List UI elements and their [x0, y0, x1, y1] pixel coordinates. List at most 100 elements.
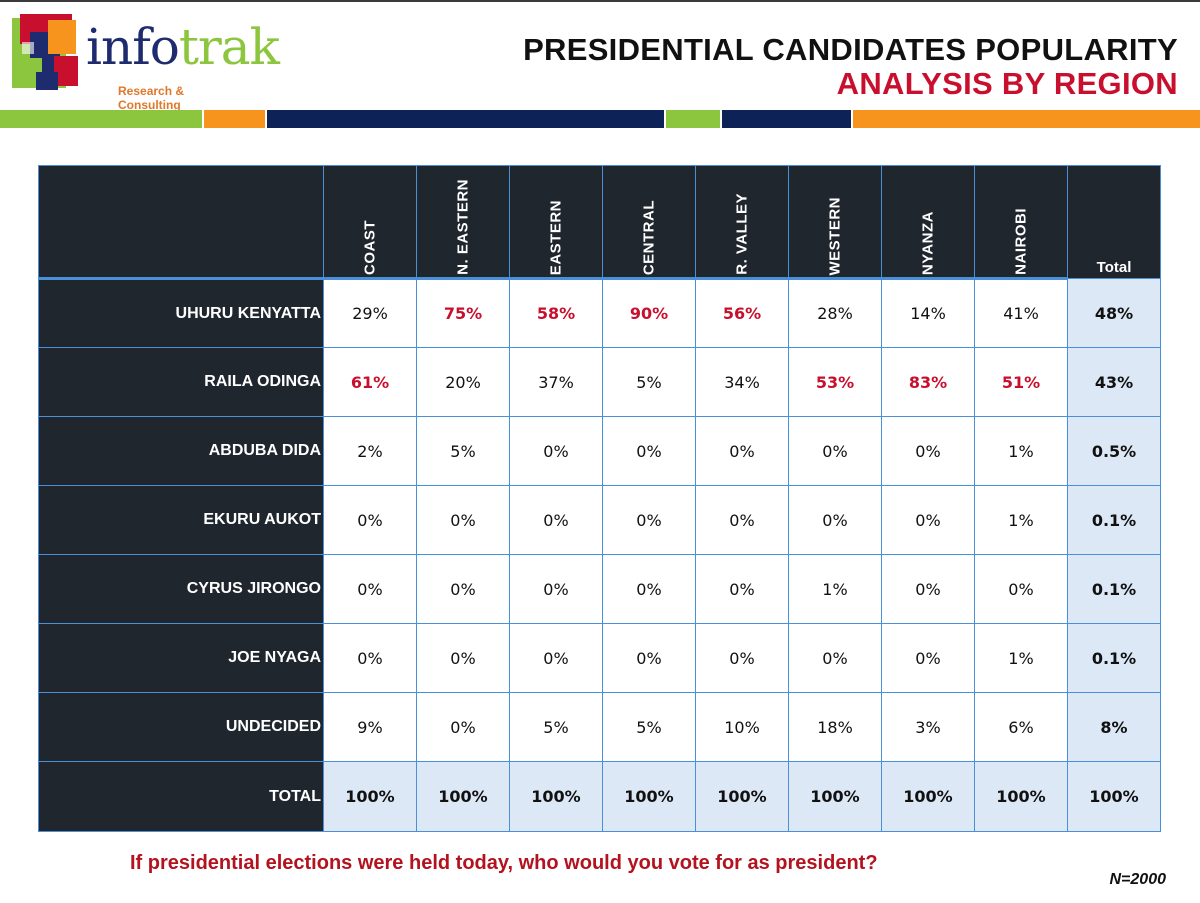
table-cell: 0%: [602, 623, 696, 693]
logo-cube-icon: [12, 14, 78, 90]
page-subtitle: ANALYSIS BY REGION: [836, 66, 1178, 101]
row-total-cell: 43%: [1067, 347, 1161, 417]
table-cell: 0%: [416, 554, 510, 624]
band-segment-navy: [267, 110, 664, 128]
table-cell: 0%: [509, 416, 603, 486]
table-cell: 0%: [974, 554, 1068, 624]
row-total-cell: 48%: [1067, 278, 1161, 348]
table-cell: 0%: [602, 416, 696, 486]
candidate-name: ABDUBA DIDA: [38, 416, 324, 486]
total-row-cell: 100%: [323, 761, 417, 832]
grand-total-cell: 100%: [1067, 761, 1161, 832]
table-cell: 0%: [509, 554, 603, 624]
region-header: CENTRAL: [602, 165, 696, 280]
region-header: EASTERN: [509, 165, 603, 280]
infotrak-logo: infotrak Research & Consulting: [6, 8, 280, 112]
candidate-name: EKURU AUKOT: [38, 485, 324, 555]
table-cell: 0%: [695, 554, 789, 624]
total-row-cell: 100%: [974, 761, 1068, 832]
table-row: EKURU AUKOT 0% 0% 0% 0% 0% 0% 0% 1% 0.1%: [38, 485, 1161, 555]
candidate-name: CYRUS JIRONGO: [38, 554, 324, 624]
table-cell: 1%: [788, 554, 882, 624]
table-cell: 9%: [323, 692, 417, 762]
table-cell: 53%: [788, 347, 882, 417]
table-cell: 18%: [788, 692, 882, 762]
table-cell: 0%: [509, 485, 603, 555]
table-cell: 1%: [974, 416, 1068, 486]
table-cell: 34%: [695, 347, 789, 417]
candidate-name: UNDECIDED: [38, 692, 324, 762]
table-cell: 1%: [974, 623, 1068, 693]
total-row-cell: 100%: [602, 761, 696, 832]
region-header: COAST: [323, 165, 417, 280]
table-row: UHURU KENYATTA 29% 75% 58% 90% 56% 28% 14% 41% 48…: [38, 278, 1161, 348]
region-header: N. EASTERN: [416, 165, 510, 280]
table-cell: 0%: [695, 623, 789, 693]
logo-tagline: Research & Consulting: [118, 84, 185, 112]
table-cell: 0%: [788, 485, 882, 555]
table-cell: 0%: [416, 623, 510, 693]
band-segment-navy: [722, 110, 851, 128]
band-segment-green: [0, 110, 202, 128]
table-row: UNDECIDED 9% 0% 5% 5% 10% 18% 3% 6% 8%: [38, 692, 1161, 762]
band-segment-orange: [853, 110, 1200, 128]
table-cell: 5%: [602, 692, 696, 762]
total-row-cell: 100%: [416, 761, 510, 832]
region-header-label: WESTERN: [826, 196, 844, 276]
table-cell: 0%: [416, 692, 510, 762]
table-cell: 5%: [602, 347, 696, 417]
table-row: JOE NYAGA 0% 0% 0% 0% 0% 0% 0% 1% 0.1%: [38, 623, 1161, 693]
table-cell: 1%: [974, 485, 1068, 555]
table-cell: 2%: [323, 416, 417, 486]
total-row-label: TOTAL: [38, 761, 324, 832]
total-row-cell: 100%: [881, 761, 975, 832]
region-header-label: COAST: [361, 220, 379, 275]
table-cell: 5%: [416, 416, 510, 486]
table-cell: 0%: [416, 485, 510, 555]
region-header-label: N. EASTERN: [454, 179, 472, 275]
table-cell: 0%: [788, 623, 882, 693]
table-cell: 0%: [695, 416, 789, 486]
row-total-cell: 0.1%: [1067, 623, 1161, 693]
table-cell: 0%: [881, 623, 975, 693]
table-cell: 14%: [881, 278, 975, 348]
table-cell: 0%: [881, 554, 975, 624]
table-cell: 56%: [695, 278, 789, 348]
total-row-cell: 100%: [509, 761, 603, 832]
table-corner: [38, 165, 324, 280]
region-header: NYANZA: [881, 165, 975, 280]
table-cell: 3%: [881, 692, 975, 762]
table-cell: 58%: [509, 278, 603, 348]
region-header: NAIROBI: [974, 165, 1068, 280]
band-segment-orange: [204, 110, 265, 128]
table-cell: 0%: [695, 485, 789, 555]
table-cell: 0%: [323, 623, 417, 693]
table-cell: 75%: [416, 278, 510, 348]
region-header: R. VALLEY: [695, 165, 789, 280]
region-header-label: NAIROBI: [1012, 208, 1030, 275]
table-cell: 0%: [788, 416, 882, 486]
logo-wordmark: infotrak: [86, 18, 280, 76]
candidate-name: UHURU KENYATTA: [38, 278, 324, 348]
candidate-name: RAILA ODINGA: [38, 347, 324, 417]
region-header-label: CENTRAL: [640, 199, 658, 275]
table-cell: 90%: [602, 278, 696, 348]
region-header-label: R. VALLEY: [733, 193, 751, 275]
table-cell: 0%: [881, 485, 975, 555]
table-row: ABDUBA DIDA 2% 5% 0% 0% 0% 0% 0% 1% 0.5%: [38, 416, 1161, 486]
table-cell: 51%: [974, 347, 1068, 417]
table-cell: 0%: [881, 416, 975, 486]
table-cell: 6%: [974, 692, 1068, 762]
survey-question: If presidential elections were held toda…: [130, 852, 878, 874]
table-cell: 0%: [323, 554, 417, 624]
table-cell: 83%: [881, 347, 975, 417]
table-cell: 37%: [509, 347, 603, 417]
region-header-label: NYANZA: [919, 210, 937, 275]
table-cell: 5%: [509, 692, 603, 762]
table-row: RAILA ODINGA 61% 20% 37% 5% 34% 53% 83% 51% 43%: [38, 347, 1161, 417]
band-segment-green: [666, 110, 720, 128]
table-cell: 61%: [323, 347, 417, 417]
sample-size: N=2000: [1109, 871, 1167, 888]
region-header-label: EASTERN: [547, 199, 565, 275]
table-cell: 0%: [323, 485, 417, 555]
